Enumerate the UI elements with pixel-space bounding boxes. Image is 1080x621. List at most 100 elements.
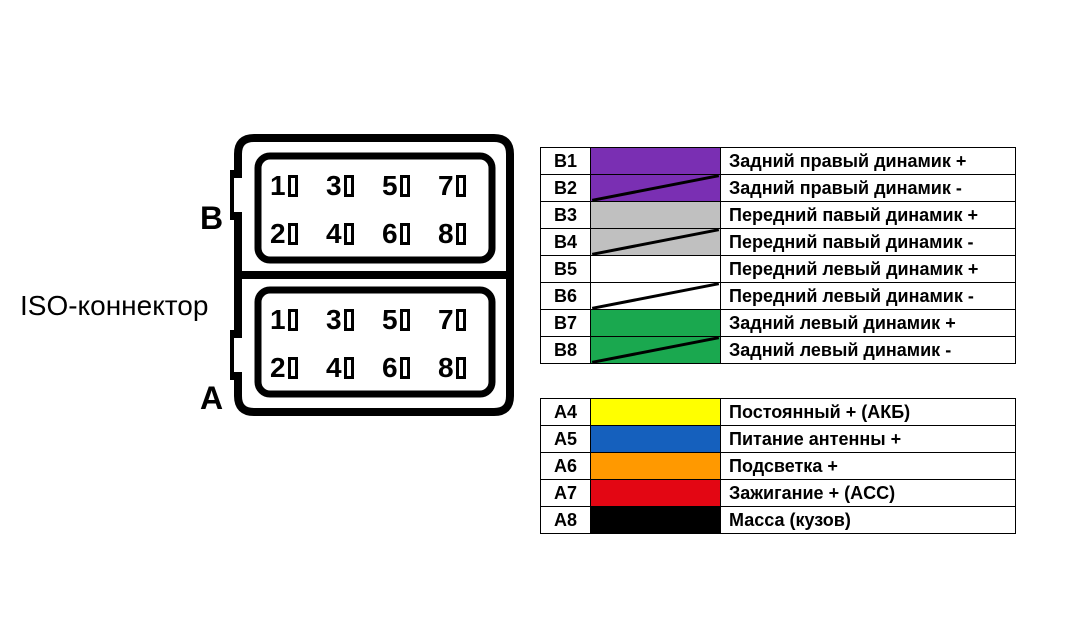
pin-number: 1 [270,170,286,202]
pin-number: 6 [382,352,398,384]
pinout-row-A4: A4Постоянный + (АКБ) [541,399,1016,426]
wire-color-swatch [591,148,721,175]
pin-number: 7 [438,170,454,202]
pinout-row-B4: B4 Передний павый динамик - [541,229,1016,256]
pin-id: B5 [541,256,591,283]
pin-slot-icon [344,309,354,331]
pin-6: 6 [382,352,410,384]
pin-description: Масса (кузов) [721,507,1016,534]
pin-description: Зажигание + (ACC) [721,480,1016,507]
wire-color-swatch [591,310,721,337]
pin-id: B4 [541,229,591,256]
pin-number: 6 [382,218,398,250]
pin-slot-icon [400,223,410,245]
pinout-row-B2: B2 Задний правый динамик - [541,175,1016,202]
pin-number: 1 [270,304,286,336]
pin-description: Передний левый динамик - [721,283,1016,310]
pin-slot-icon [456,175,466,197]
pinout-row-A7: A7 Зажигание + (ACC) [541,480,1016,507]
pin-2: 2 [270,218,298,250]
pin-number: 3 [326,170,342,202]
pin-number: 8 [438,218,454,250]
wire-color-swatch [591,283,721,310]
pin-1: 1 [270,304,298,336]
stripe-icon [592,282,719,310]
pin-id: B1 [541,148,591,175]
pin-description: Передний левый динамик + [721,256,1016,283]
pin-slot-icon [344,223,354,245]
pin-slot-icon [456,309,466,331]
stripe-icon [592,174,719,202]
pin-id: A7 [541,480,591,507]
pin-2: 2 [270,352,298,384]
pin-slot-icon [400,309,410,331]
wire-color-swatch [591,337,721,364]
pin-slot-icon [344,357,354,379]
pin-number: 5 [382,170,398,202]
pin-slot-icon [288,357,298,379]
pin-slot-icon [288,309,298,331]
pinout-row-A5: A5Питание антенны + [541,426,1016,453]
pin-5: 5 [382,170,410,202]
pin-slot-icon [344,175,354,197]
pinout-row-B6: B6 Передний левый динамик - [541,283,1016,310]
pin-number: 5 [382,304,398,336]
pin-description: Передний павый динамик + [721,202,1016,229]
pin-number: 3 [326,304,342,336]
pin-id: B3 [541,202,591,229]
wire-color-swatch [591,399,721,426]
wire-color-swatch [591,453,721,480]
pinout-row-B5: B5 Передний левый динамик + [541,256,1016,283]
connector-diagram: ISO-коннектор B A 1 3 5 7 2 4 6 8 1 3 5 7 2 4 6 8 [0,0,540,621]
pin-slot-icon [400,175,410,197]
pin-id: B6 [541,283,591,310]
pinout-legend: B1 Задний правый динамик + B2 Задний правый… [540,87,1080,534]
pin-6: 6 [382,218,410,250]
pin-slot-icon [456,357,466,379]
pin-slot-icon [456,223,466,245]
pin-5: 5 [382,304,410,336]
wire-color-swatch [591,229,721,256]
pinout-row-A6: A6 Подсветка + [541,453,1016,480]
pinout-row-B8: B8 Задний левый динамик - [541,337,1016,364]
pin-description: Задний левый динамик + [721,310,1016,337]
wire-color-swatch [591,426,721,453]
pin-id: A6 [541,453,591,480]
pin-3: 3 [326,170,354,202]
pin-slot-icon [288,175,298,197]
pin-description: Задний правый динамик + [721,148,1016,175]
section-label-a: A [200,380,223,417]
pin-description: Задний правый динамик - [721,175,1016,202]
wire-color-swatch [591,175,721,202]
pin-description: Подсветка + [721,453,1016,480]
connector-title: ISO-коннектор [20,290,208,322]
pin-7: 7 [438,304,466,336]
pin-number: 8 [438,352,454,384]
pin-number: 2 [270,218,286,250]
pin-slot-icon [400,357,410,379]
pin-8: 8 [438,352,466,384]
pin-description: Задний левый динамик - [721,337,1016,364]
pin-id: A4 [541,399,591,426]
pin-1: 1 [270,170,298,202]
pin-id: B8 [541,337,591,364]
pin-4: 4 [326,352,354,384]
pin-3: 3 [326,304,354,336]
pin-id: B2 [541,175,591,202]
section-label-b: B [200,200,223,237]
pin-4: 4 [326,218,354,250]
pin-description: Передний павый динамик - [721,229,1016,256]
pin-number: 2 [270,352,286,384]
pinout-row-B1: B1 Задний правый динамик + [541,148,1016,175]
pin-number: 4 [326,218,342,250]
pin-id: A5 [541,426,591,453]
pinout-row-A8: A8Масса (кузов) [541,507,1016,534]
pin-8: 8 [438,218,466,250]
pin-number: 4 [326,352,342,384]
diagram-container: ISO-коннектор B A 1 3 5 7 2 4 6 8 1 3 5 7 2 4 6 8 B1… [0,0,1080,621]
wire-color-swatch [591,202,721,229]
spacer-row [541,364,1016,399]
pinout-table: B1 Задний правый динамик + B2 Задний правый… [540,147,1016,534]
pin-7: 7 [438,170,466,202]
pin-number: 7 [438,304,454,336]
